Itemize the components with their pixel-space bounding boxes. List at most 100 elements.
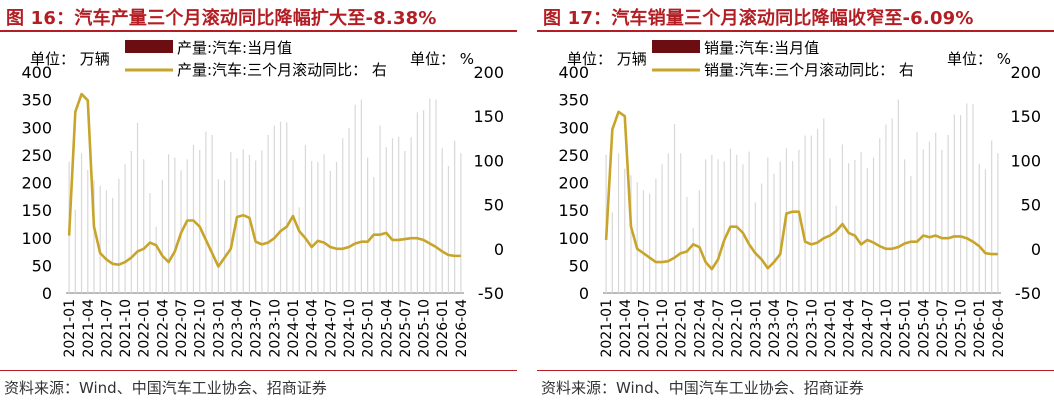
x-tick-label: 2023-04	[230, 299, 246, 358]
bar	[748, 151, 750, 293]
series-line	[67, 92, 461, 268]
x-tick-label: 2025-10	[417, 299, 433, 358]
bar	[773, 173, 775, 293]
bar	[422, 110, 425, 294]
bar	[273, 125, 275, 293]
bar	[398, 136, 400, 293]
bar	[705, 159, 707, 293]
x-tick-label: 2021-04	[81, 299, 97, 358]
bar	[335, 162, 338, 293]
bar	[74, 209, 76, 293]
y-left-tick-label: 150	[558, 201, 589, 220]
title-divider	[537, 30, 1054, 32]
bar	[673, 123, 676, 293]
bar	[267, 134, 269, 293]
bar	[292, 159, 294, 293]
bar	[972, 104, 974, 293]
x-tick-label: 2026-01	[972, 299, 988, 358]
y-right-tick-label: 50	[484, 196, 504, 215]
bar	[230, 152, 232, 293]
bar	[860, 152, 862, 293]
bar	[435, 99, 437, 294]
bar	[255, 160, 257, 293]
bar	[236, 158, 238, 293]
y-left-tick-label: 300	[558, 118, 589, 137]
y-left-tick-label: 50	[569, 256, 589, 275]
bar	[323, 154, 325, 293]
y-right-tick-label: 200	[1010, 63, 1041, 82]
bar	[460, 153, 462, 293]
bar	[161, 179, 163, 293]
bar	[916, 132, 918, 293]
bar	[286, 122, 288, 293]
series-line	[604, 110, 998, 271]
bar	[155, 226, 157, 293]
bar	[348, 127, 350, 293]
x-tick-label: 2023-01	[748, 299, 764, 358]
bar	[661, 164, 663, 293]
bar	[872, 157, 875, 293]
bar	[829, 158, 831, 293]
bar	[367, 157, 369, 293]
x-tick-label: 2021-10	[655, 299, 671, 358]
y-left-tick-label: 250	[21, 146, 52, 165]
bar	[667, 153, 669, 293]
x-tick-label: 2021-01	[599, 299, 615, 358]
x-tick-label: 2024-07	[323, 299, 339, 358]
bar	[717, 159, 719, 293]
y-right-tick-label: 0	[494, 240, 504, 259]
bar	[441, 148, 443, 293]
bar	[854, 159, 856, 293]
bar	[947, 134, 949, 293]
bar	[404, 151, 406, 293]
x-tick-label: 2022-10	[193, 299, 209, 358]
x-tick-label: 2025-07	[398, 299, 414, 358]
x-tick-label: 2026-01	[435, 299, 451, 358]
bar	[211, 134, 213, 293]
y-right-tick-label: 150	[1010, 107, 1041, 126]
chart-panel-17: 图 17：汽车销量三个月滚动同比降幅收窄至-6.09% 单位： 万辆 单位： %…	[537, 0, 1054, 402]
x-tick-label: 2024-04	[305, 299, 321, 358]
bar	[329, 170, 331, 293]
bar	[742, 164, 744, 293]
bar	[804, 135, 806, 293]
right-unit-label: 单位： %	[410, 50, 474, 68]
bar	[298, 207, 300, 293]
legend-bar-label: 产量:汽车:当月值	[177, 39, 292, 57]
bar	[798, 149, 800, 293]
y-right-tick-label: 100	[1010, 151, 1041, 170]
y-left-tick-label: 150	[21, 201, 52, 220]
x-tick-label: 2025-04	[916, 299, 932, 358]
bar	[118, 178, 120, 293]
bar	[910, 175, 912, 293]
bar	[342, 138, 344, 293]
bar	[680, 153, 682, 293]
x-tick-label: 2024-07	[860, 299, 876, 358]
bar	[953, 114, 955, 293]
x-tick-label: 2025-10	[954, 299, 970, 358]
y-right-tick-label: 50	[1021, 196, 1041, 215]
left-unit-label: 单位： 万辆	[30, 50, 110, 68]
bar	[611, 212, 613, 293]
x-tick-label: 2023-10	[804, 299, 820, 358]
x-tick-label: 2026-04	[454, 299, 470, 358]
bar	[891, 118, 893, 293]
chart-title: 图 17：汽车销量三个月滚动同比降幅收窄至-6.09%	[543, 8, 974, 29]
x-tick-label: 2022-04	[692, 299, 708, 358]
bar	[304, 144, 307, 293]
bar	[792, 160, 794, 293]
bar	[879, 138, 881, 293]
source-divider	[537, 370, 1054, 371]
bar	[729, 148, 732, 293]
bar	[429, 98, 431, 294]
bar	[87, 169, 89, 293]
x-tick-label: 2024-10	[879, 299, 895, 358]
bar	[186, 159, 188, 293]
bar	[630, 175, 632, 293]
bar	[205, 131, 207, 293]
bar	[991, 140, 993, 293]
bar	[311, 160, 313, 293]
source-note: 资料来源：Wind、中国汽车工业协会、招商证券	[541, 379, 864, 397]
bar	[242, 149, 244, 293]
y-right-tick-label: 200	[473, 63, 504, 82]
